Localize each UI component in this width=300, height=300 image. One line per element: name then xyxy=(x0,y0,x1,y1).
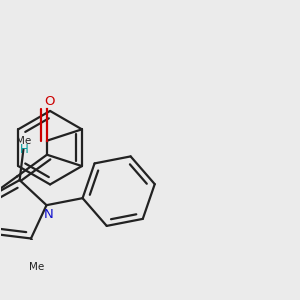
Text: Me: Me xyxy=(16,136,31,146)
Text: N: N xyxy=(44,208,53,221)
Text: Me: Me xyxy=(28,262,44,272)
Text: O: O xyxy=(44,95,55,108)
Text: H: H xyxy=(20,143,28,156)
